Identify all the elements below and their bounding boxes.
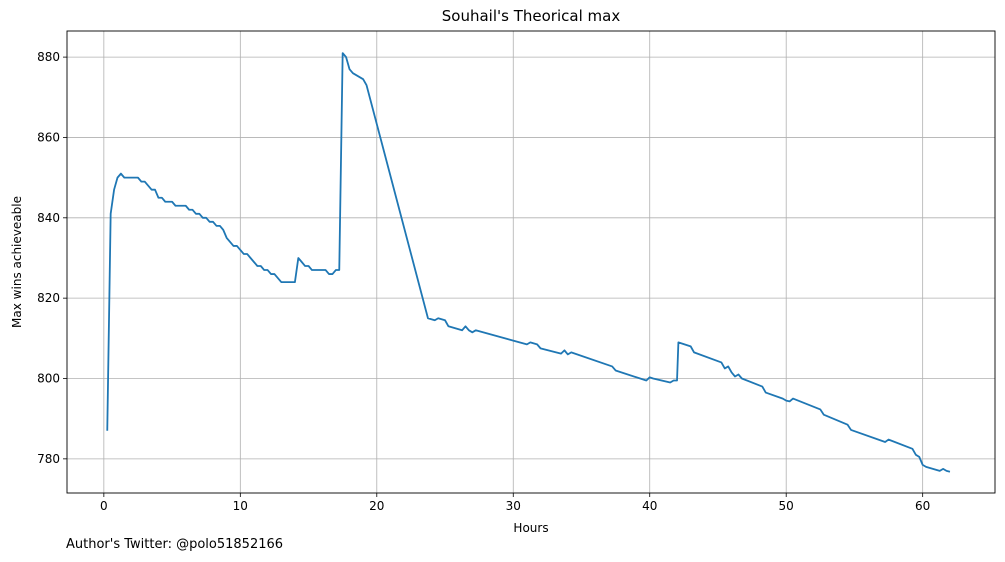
x-tick-label: 30 — [506, 499, 521, 513]
x-tick-label: 40 — [642, 499, 657, 513]
grid — [67, 31, 995, 493]
series-line — [106, 52, 951, 473]
plot-frame — [66, 30, 996, 494]
y-tick-label: 840 — [37, 211, 60, 225]
x-tick-label: 10 — [233, 499, 248, 513]
y-tick-label: 820 — [37, 291, 60, 305]
x-ticks: 0 10 20 30 40 50 60 — [100, 493, 930, 513]
x-tick-label: 20 — [369, 499, 384, 513]
x-tick-label: 60 — [915, 499, 930, 513]
y-ticks: 780 800 820 840 860 880 — [37, 50, 67, 466]
y-tick-label: 780 — [37, 452, 60, 466]
x-tick-label: 0 — [100, 499, 108, 513]
y-axis-label: Max wins achieveable — [10, 196, 24, 328]
x-tick-label: 50 — [779, 499, 794, 513]
author-twitter-text: Author's Twitter: @polo51852166 — [66, 537, 284, 552]
chart-title: Souhail's Theorical max — [442, 7, 621, 25]
y-tick-label: 800 — [37, 372, 60, 386]
x-axis-label: Hours — [513, 521, 548, 535]
y-tick-label: 880 — [37, 50, 60, 64]
y-tick-label: 860 — [37, 130, 60, 144]
series-layer — [106, 52, 951, 473]
